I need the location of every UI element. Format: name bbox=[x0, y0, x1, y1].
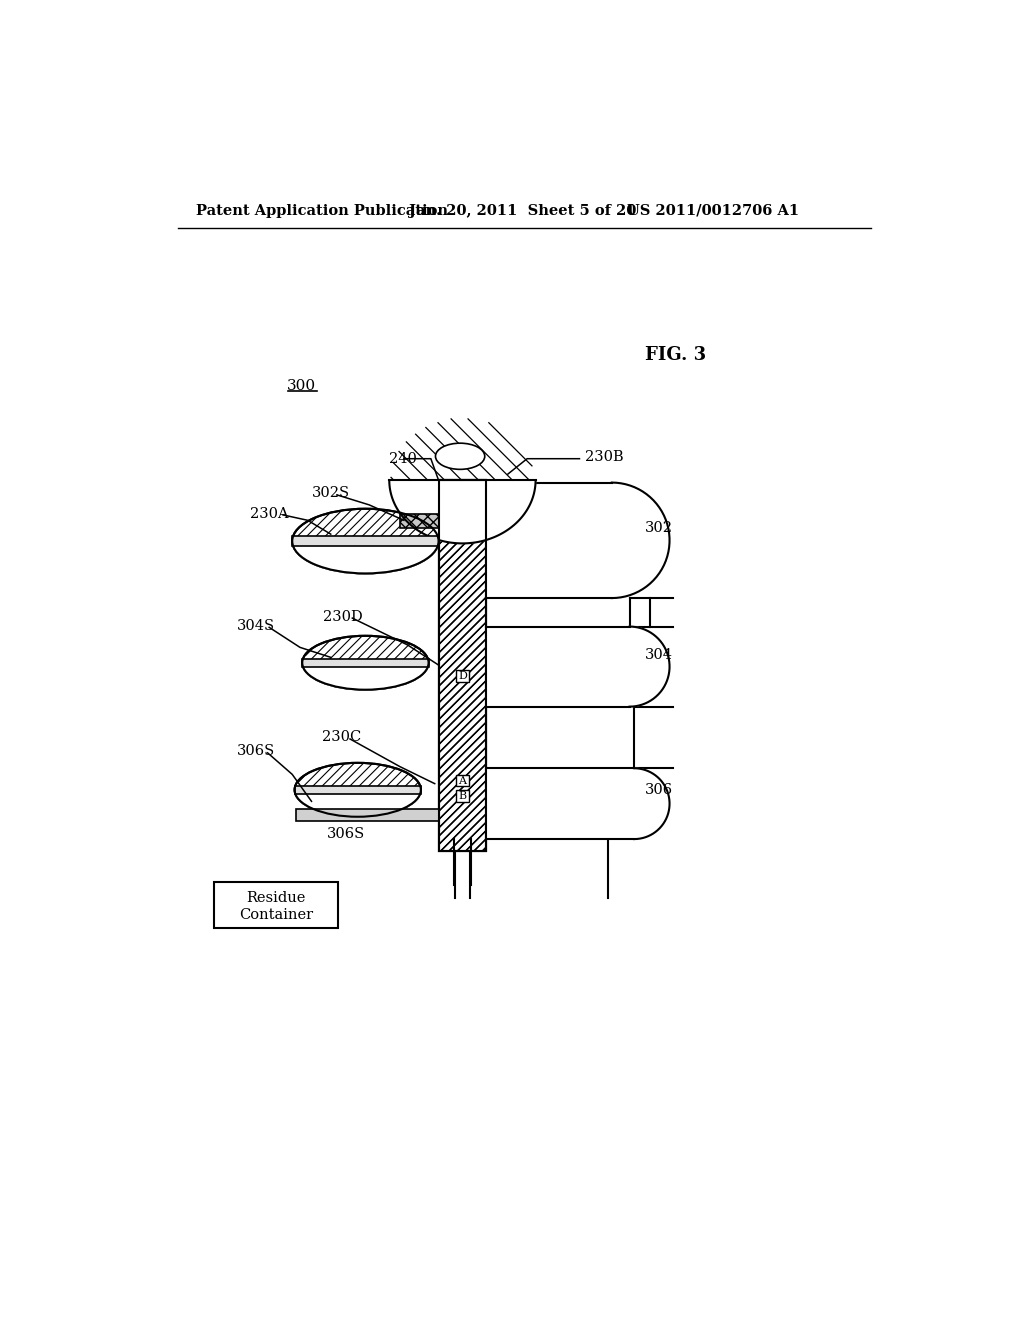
Bar bbox=[456, 671, 469, 681]
Polygon shape bbox=[630, 598, 674, 627]
Text: 306S: 306S bbox=[327, 828, 366, 841]
Polygon shape bbox=[634, 706, 674, 768]
Bar bbox=[292, 536, 438, 545]
Bar bbox=[214, 882, 339, 928]
Bar bbox=[438, 480, 486, 851]
Polygon shape bbox=[486, 627, 670, 706]
Text: US 2011/0012706 A1: US 2011/0012706 A1 bbox=[628, 203, 800, 218]
Bar bbox=[302, 659, 429, 667]
Text: B: B bbox=[459, 791, 467, 801]
Text: FIG. 3: FIG. 3 bbox=[645, 346, 706, 364]
Ellipse shape bbox=[302, 636, 429, 689]
Polygon shape bbox=[486, 768, 670, 840]
Polygon shape bbox=[389, 480, 536, 544]
Ellipse shape bbox=[292, 508, 438, 573]
Text: Jan. 20, 2011  Sheet 5 of 20: Jan. 20, 2011 Sheet 5 of 20 bbox=[410, 203, 637, 218]
Polygon shape bbox=[302, 663, 429, 689]
Ellipse shape bbox=[435, 444, 484, 470]
Polygon shape bbox=[295, 789, 421, 817]
Text: Container: Container bbox=[239, 908, 313, 921]
Bar bbox=[400, 515, 438, 528]
Text: 304: 304 bbox=[645, 648, 673, 663]
Text: A: A bbox=[459, 776, 466, 785]
Bar bbox=[438, 480, 486, 851]
Text: 230A: 230A bbox=[250, 507, 289, 521]
Text: 300: 300 bbox=[287, 379, 316, 392]
Bar bbox=[295, 785, 421, 793]
Polygon shape bbox=[292, 541, 438, 573]
Polygon shape bbox=[486, 483, 670, 598]
Bar bbox=[400, 515, 438, 528]
Text: 230B: 230B bbox=[585, 450, 624, 465]
Text: 306S: 306S bbox=[237, 744, 275, 758]
Text: 302S: 302S bbox=[311, 486, 349, 500]
Text: Residue: Residue bbox=[247, 891, 306, 904]
Text: 240: 240 bbox=[389, 451, 417, 466]
Text: 304S: 304S bbox=[237, 619, 275, 632]
Bar bbox=[296, 809, 438, 821]
Text: 302: 302 bbox=[645, 521, 673, 535]
Text: 230C: 230C bbox=[322, 730, 360, 744]
Bar bbox=[456, 775, 469, 787]
Bar bbox=[438, 480, 486, 851]
Bar bbox=[438, 480, 486, 851]
Bar bbox=[438, 480, 486, 851]
Bar bbox=[456, 791, 469, 801]
Text: 230D: 230D bbox=[323, 610, 362, 623]
Text: D: D bbox=[458, 671, 467, 681]
Ellipse shape bbox=[295, 763, 421, 817]
Text: Patent Application Publication: Patent Application Publication bbox=[196, 203, 449, 218]
Text: 306: 306 bbox=[645, 783, 673, 797]
